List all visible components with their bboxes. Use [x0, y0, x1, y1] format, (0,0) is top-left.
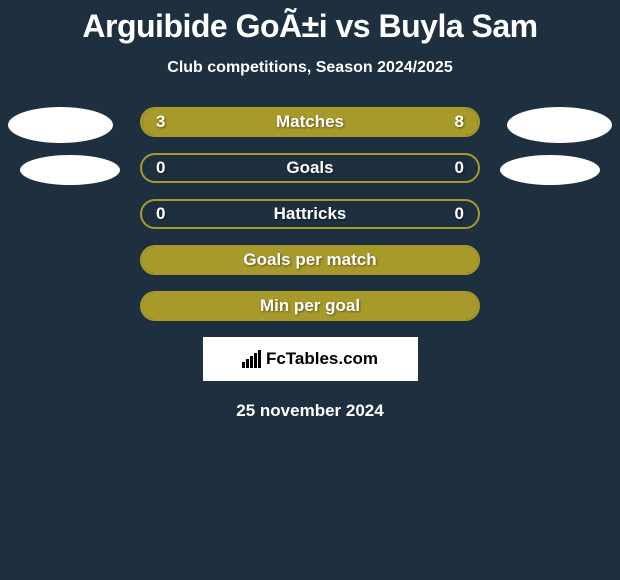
stat-bars: 38Matches 00Goals 00Hattricks Goals per mat…: [140, 107, 480, 321]
stat-label: Goals per match: [142, 247, 478, 273]
comparison-title: Arguibide GoÃ±i vs Buyla Sam: [0, 0, 620, 45]
player-right-orb-2: [500, 155, 600, 185]
player-left-orb-2: [20, 155, 120, 185]
brand-text: FcTables.com: [266, 349, 378, 369]
chart-area: 38Matches 00Goals 00Hattricks Goals per mat…: [0, 107, 620, 321]
stat-row: 00Goals: [140, 153, 480, 183]
stat-row: 38Matches: [140, 107, 480, 137]
brand-logo: FcTables.com: [242, 349, 378, 369]
stat-row: Min per goal: [140, 291, 480, 321]
brand-logo-box: FcTables.com: [203, 337, 418, 381]
stat-label: Hattricks: [142, 201, 478, 227]
stat-row: Goals per match: [140, 245, 480, 275]
player-left-orb-1: [8, 107, 113, 143]
stat-label: Goals: [142, 155, 478, 181]
comparison-subtitle: Club competitions, Season 2024/2025: [0, 59, 620, 77]
stat-row: 00Hattricks: [140, 199, 480, 229]
chart-bars-icon: [242, 350, 262, 368]
stat-label: Matches: [142, 109, 478, 135]
date-label: 25 november 2024: [0, 401, 620, 421]
player-right-orb-1: [507, 107, 612, 143]
stat-label: Min per goal: [142, 293, 478, 319]
